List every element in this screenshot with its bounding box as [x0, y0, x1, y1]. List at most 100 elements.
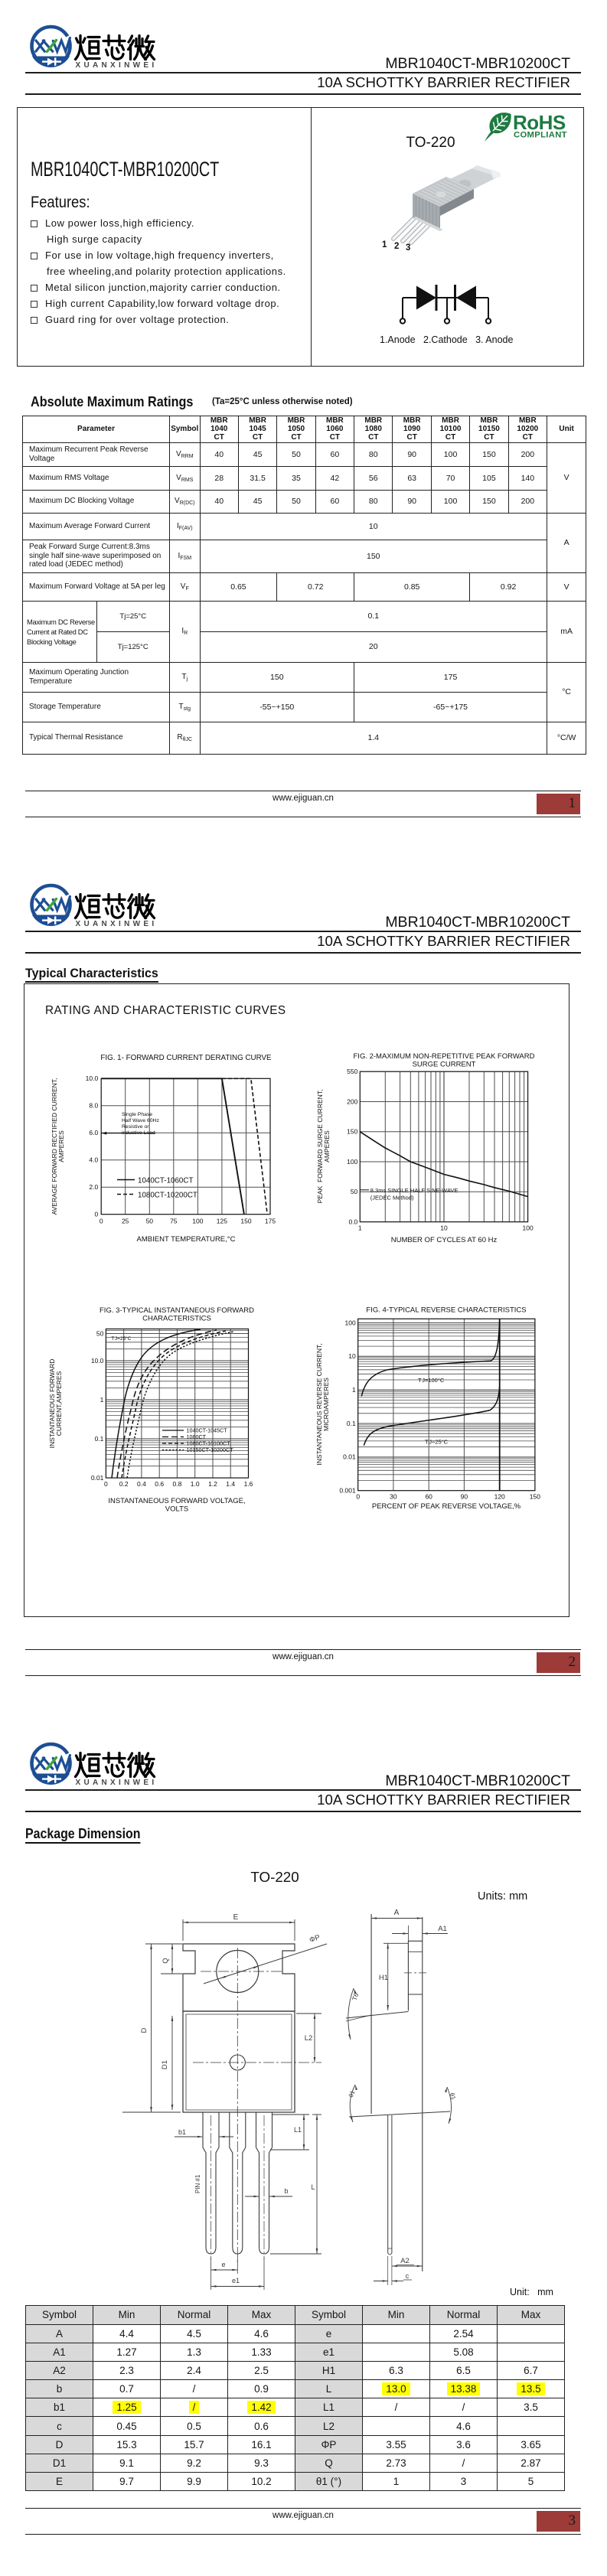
svg-text:150: 150 — [530, 1493, 540, 1501]
svg-text:125: 125 — [217, 1218, 227, 1225]
svg-text:XUANXINWEI: XUANXINWEI — [76, 920, 158, 928]
svg-text:4.0: 4.0 — [89, 1156, 98, 1164]
svg-text:2.0: 2.0 — [89, 1183, 98, 1191]
svg-text:25: 25 — [122, 1218, 129, 1225]
svg-text:75: 75 — [170, 1218, 178, 1225]
svg-text:L1: L1 — [294, 2126, 302, 2134]
svg-text:A1: A1 — [438, 1925, 447, 1933]
svg-text:Q: Q — [162, 1958, 170, 1963]
svg-text:(JEDEC Method): (JEDEC Method) — [370, 1195, 414, 1202]
svg-text:MICROAMPERES: MICROAMPERES — [322, 1378, 330, 1431]
svg-text:A2: A2 — [400, 2257, 410, 2265]
svg-text:PERCENT OF PEAK REVERSE VOLTAG: PERCENT OF PEAK REVERSE VOLTAGE,% — [372, 1502, 521, 1511]
svg-text:30: 30 — [390, 1493, 397, 1501]
svg-text:1.2: 1.2 — [208, 1480, 217, 1488]
svg-text:10.0: 10.0 — [91, 1357, 104, 1365]
svg-text:0.0: 0.0 — [348, 1218, 357, 1225]
svg-text:0.8: 0.8 — [172, 1480, 181, 1488]
svg-text:Tθ: Tθ — [351, 1992, 361, 2002]
svg-text:AMPERES: AMPERES — [57, 1130, 65, 1162]
svg-text:0: 0 — [94, 1211, 98, 1218]
svg-text:Single Phase: Single Phase — [122, 1112, 152, 1117]
svg-text:60: 60 — [425, 1493, 432, 1501]
svg-text:0.001: 0.001 — [339, 1487, 356, 1495]
svg-text:PEAK FORWARD SURGE CURRENT,: PEAK FORWARD SURGE CURRENT, — [316, 1090, 324, 1204]
svg-text:1: 1 — [100, 1396, 104, 1404]
svg-text:6.0: 6.0 — [89, 1129, 98, 1136]
svg-text:0: 0 — [104, 1480, 108, 1488]
svg-text:550: 550 — [347, 1068, 357, 1075]
svg-text:NUMBER OF CYCLES AT 60 Hz: NUMBER OF CYCLES AT 60 Hz — [391, 1236, 498, 1244]
svg-text:0.6: 0.6 — [155, 1480, 164, 1488]
svg-text:Resistive or: Resistive or — [122, 1124, 149, 1130]
svg-text:0.01: 0.01 — [91, 1474, 104, 1482]
svg-text:A: A — [394, 1909, 400, 1917]
svg-text:100: 100 — [523, 1224, 534, 1232]
svg-text:8.3ms SINGLE HALF SINE-WAVE: 8.3ms SINGLE HALF SINE-WAVE — [370, 1187, 459, 1194]
svg-text:1060CT: 1060CT — [187, 1433, 207, 1440]
svg-text:θ1: θ1 — [449, 2092, 458, 2101]
svg-text:0.2: 0.2 — [119, 1480, 129, 1488]
svg-text:COMPLIANT: COMPLIANT — [514, 131, 567, 140]
svg-text:b1: b1 — [178, 2128, 186, 2136]
svg-text:0.1: 0.1 — [95, 1435, 104, 1443]
svg-text:VOLTS: VOLTS — [165, 1505, 188, 1514]
svg-text:D: D — [140, 2027, 148, 2033]
svg-text:c: c — [406, 2272, 410, 2280]
svg-text:PIN #1: PIN #1 — [194, 2174, 201, 2193]
svg-text:1080CT-10100CT: 1080CT-10100CT — [187, 1440, 231, 1447]
svg-text:150: 150 — [240, 1218, 251, 1225]
svg-text:CURRENT,AMPERES: CURRENT,AMPERES — [55, 1371, 63, 1436]
svg-text:1: 1 — [382, 240, 387, 249]
svg-text:b: b — [284, 2187, 288, 2195]
svg-text:1040CT-1045CT: 1040CT-1045CT — [187, 1427, 228, 1434]
svg-text:1.0: 1.0 — [191, 1480, 200, 1488]
svg-text:10: 10 — [440, 1224, 448, 1232]
svg-text:ΦP: ΦP — [308, 1933, 321, 1945]
svg-text:50: 50 — [96, 1329, 104, 1337]
svg-text:AMPERES: AMPERES — [323, 1130, 331, 1162]
svg-text:INSTANTANEOUS REVERSE CURRENT,: INSTANTANEOUS REVERSE CURRENT, — [315, 1343, 323, 1465]
svg-text:AMBIENT TEMPERATURE,°C: AMBIENT TEMPERATURE,°C — [137, 1235, 236, 1244]
svg-text:50: 50 — [146, 1218, 154, 1225]
svg-text:0: 0 — [356, 1493, 360, 1501]
svg-text:E: E — [233, 1913, 239, 1922]
svg-text:1: 1 — [352, 1386, 356, 1394]
svg-text:0.01: 0.01 — [343, 1453, 356, 1461]
svg-text:θ1: θ1 — [348, 2089, 357, 2098]
svg-text:0.1: 0.1 — [347, 1420, 356, 1427]
svg-text:3: 3 — [406, 243, 410, 253]
svg-text:e: e — [221, 2261, 225, 2268]
svg-text:50: 50 — [351, 1188, 358, 1195]
svg-text:100: 100 — [347, 1158, 357, 1166]
svg-text:8.0: 8.0 — [89, 1102, 98, 1110]
svg-text:200: 200 — [347, 1097, 357, 1105]
svg-text:T J=25°C: T J=25°C — [111, 1335, 131, 1342]
svg-text:T J=100°C: T J=100°C — [418, 1377, 445, 1384]
svg-text:Half Wave 60Hz: Half Wave 60Hz — [122, 1118, 159, 1123]
svg-text:1040CT-1060CT: 1040CT-1060CT — [138, 1177, 193, 1185]
svg-text:1.Anode 2.Cathode 3. Anode: 1.Anode 2.Cathode 3. Anode — [380, 334, 513, 345]
svg-text:100: 100 — [192, 1218, 203, 1225]
svg-text:90: 90 — [461, 1493, 468, 1501]
svg-text:FIG. 3-TYPICAL INSTANTANEOUS F: FIG. 3-TYPICAL INSTANTANEOUS FORWARD — [100, 1306, 254, 1315]
svg-text:AVERAGE FORWARD RECTIFIED CURR: AVERAGE FORWARD RECTIFIED CURRENT, — [51, 1078, 58, 1215]
svg-text:0.4: 0.4 — [137, 1480, 146, 1488]
svg-text:1: 1 — [358, 1224, 362, 1232]
svg-text:e1: e1 — [232, 2277, 240, 2284]
svg-text:T J=25°C: T J=25°C — [425, 1439, 449, 1446]
svg-text:120: 120 — [494, 1493, 505, 1501]
svg-text:10: 10 — [348, 1352, 356, 1360]
svg-text:RoHS: RoHS — [513, 111, 566, 134]
svg-text:10.0: 10.0 — [86, 1074, 99, 1082]
svg-text:L2: L2 — [305, 2034, 313, 2043]
svg-text:100: 100 — [345, 1319, 356, 1326]
svg-text:L: L — [311, 2183, 315, 2191]
svg-text:FIG. 4-TYPICAL REVERSE CHARACT: FIG. 4-TYPICAL REVERSE CHARACTERISTICS — [366, 1306, 526, 1315]
svg-text:INSTANTANEOUS FORWARD VOLTAGE,: INSTANTANEOUS FORWARD VOLTAGE, — [108, 1497, 245, 1505]
svg-text:XUANXINWEI: XUANXINWEI — [76, 1779, 158, 1787]
svg-text:0: 0 — [100, 1218, 103, 1225]
svg-text:CHARACTERISTICS: CHARACTERISTICS — [142, 1315, 211, 1323]
svg-text:H1: H1 — [379, 1974, 388, 1982]
svg-text:175: 175 — [265, 1218, 276, 1225]
